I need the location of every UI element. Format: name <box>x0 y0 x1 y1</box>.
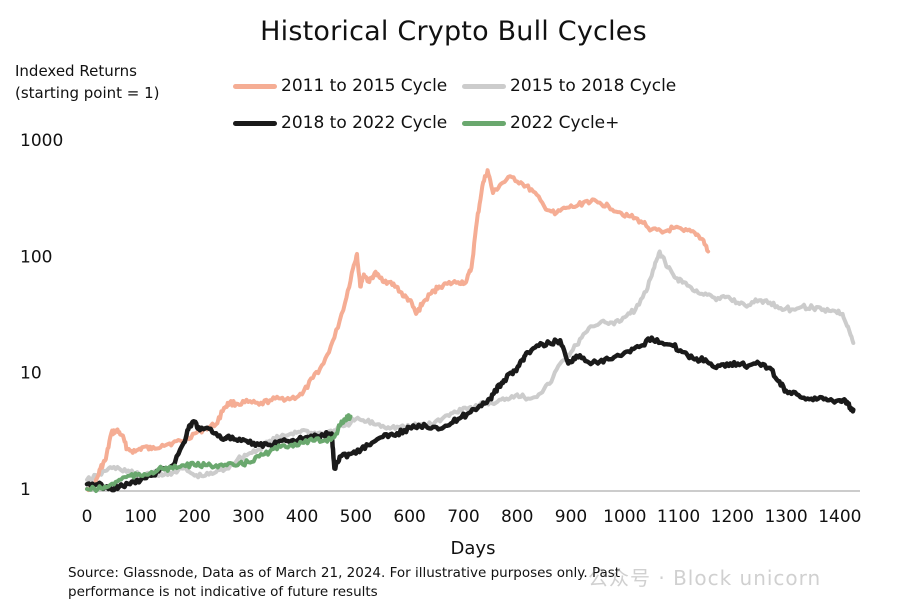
x-tick-label: 1100 <box>657 507 700 527</box>
legend-item-2022: 2022 Cycle+ <box>462 113 619 133</box>
legend-label-2022: 2022 Cycle+ <box>510 113 620 133</box>
y-tick-label: 10 <box>20 364 42 384</box>
x-tick-label: 1300 <box>764 507 807 527</box>
x-tick-labels: 0 100 200 300 400 500 600 700 800 900 1000 1100 1200… <box>82 507 862 527</box>
x-tick-label: 200 <box>178 507 210 527</box>
x-tick-label: 100 <box>125 507 157 527</box>
x-tick-label: 1000 <box>603 507 646 527</box>
x-tick-label: 800 <box>501 507 533 527</box>
y-tick-label: 100 <box>20 247 52 267</box>
legend-label-2011: 2011 to 2015 Cycle <box>281 76 448 96</box>
legend-swatch-2015 <box>462 83 506 89</box>
series-line-2011-2015 <box>85 168 711 493</box>
legend-swatch-2011 <box>233 83 277 89</box>
legend-swatch-2022 <box>462 120 506 126</box>
x-tick-label: 1200 <box>711 507 754 527</box>
source-footnote: Source: Glassnode, Data as of March 21, … <box>68 565 621 600</box>
x-tick-label: 700 <box>447 507 479 527</box>
watermark: 公众号 · Block unicorn <box>588 566 822 590</box>
y-tick-label: 1 <box>20 480 31 500</box>
x-tick-label: 1400 <box>818 507 861 527</box>
y-tick-labels: 1 10 100 1000 <box>20 131 63 500</box>
y-axis-title-text: Indexed Returns (starting point = 1) <box>15 62 160 102</box>
x-tick-label: 400 <box>286 507 318 527</box>
series-line-2022-plus <box>85 413 353 493</box>
x-axis-title: Days <box>451 538 496 559</box>
legend-item-2015: 2015 to 2018 Cycle <box>462 76 676 96</box>
legend-label-2015: 2015 to 2018 Cycle <box>510 76 677 96</box>
legend-swatch-2018 <box>233 120 277 126</box>
series-line-2018-2022 <box>84 335 856 493</box>
y-axis-title: Indexed Returns (starting point = 1) <box>15 60 165 104</box>
legend-item-2011: 2011 to 2015 Cycle <box>233 76 447 96</box>
x-tick-label: 500 <box>340 507 372 527</box>
x-tick-label: 300 <box>232 507 264 527</box>
x-tick-label: 600 <box>393 507 425 527</box>
legend-label-2018: 2018 to 2022 Cycle <box>281 113 448 133</box>
x-tick-label: 900 <box>555 507 587 527</box>
y-tick-label: 1000 <box>20 131 63 151</box>
chart-title: Historical Crypto Bull Cycles <box>260 16 647 47</box>
legend-item-2018: 2018 to 2022 Cycle <box>233 113 447 133</box>
series-lines <box>84 168 856 493</box>
x-tick-label: 0 <box>82 507 93 527</box>
